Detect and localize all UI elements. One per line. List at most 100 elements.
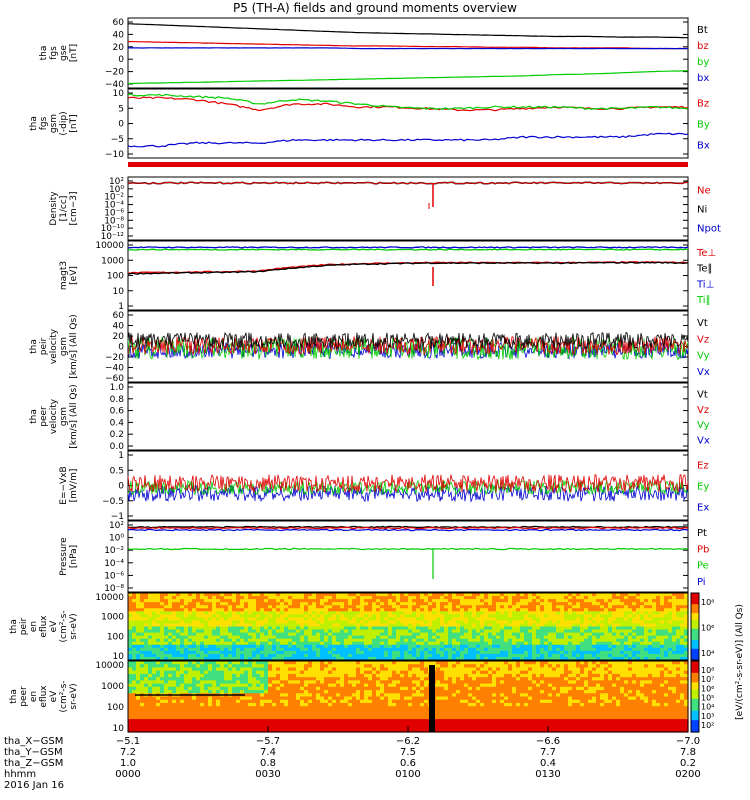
spectrogram-cell xyxy=(160,635,165,640)
spectrogram-cell xyxy=(196,608,201,612)
spectrogram-cell xyxy=(208,638,213,643)
spectrogram-cell xyxy=(236,647,241,652)
spectrogram-cell xyxy=(224,719,229,723)
spectrogram-cell xyxy=(328,722,333,727)
spectrogram-cell xyxy=(572,602,577,606)
spectrogram-cell xyxy=(156,635,161,640)
spectrogram-cell xyxy=(292,690,297,694)
spectrogram-cell xyxy=(684,629,689,634)
spectrogram-cell xyxy=(192,650,197,655)
spectrogram-cell xyxy=(520,599,525,603)
spectrogram-cell xyxy=(308,647,313,652)
spectrogram-cell xyxy=(452,656,457,661)
spectrogram-cell xyxy=(452,611,457,615)
spectrogram-cell xyxy=(212,664,217,669)
spectrogram-cell xyxy=(256,725,261,730)
spectrogram-cell xyxy=(404,620,409,625)
spectrogram-cell xyxy=(624,650,629,655)
spectrogram-cell xyxy=(364,626,369,631)
spectrogram-cell xyxy=(408,632,413,637)
spectrogram-cell xyxy=(428,611,433,615)
spectrogram-cell xyxy=(204,702,209,707)
spectrogram-cell xyxy=(556,608,561,612)
spectrogram-cell xyxy=(288,623,293,628)
spectrogram-cell xyxy=(352,638,357,643)
spectrogram-cell xyxy=(456,614,461,618)
spectrogram-cell xyxy=(364,719,369,723)
spectrogram-cell xyxy=(172,641,177,646)
spectrogram-cell xyxy=(476,638,481,643)
spectrogram-cell xyxy=(568,608,573,612)
spectrogram-cell xyxy=(384,605,389,609)
spectrogram-cell xyxy=(156,650,161,655)
spectrogram-cell xyxy=(352,670,357,675)
spectrogram-cell xyxy=(424,638,429,643)
spectrogram-cell xyxy=(308,667,313,672)
spectrogram-cell xyxy=(280,670,285,675)
spectrogram-cell xyxy=(632,641,637,646)
spectrogram-cell xyxy=(204,719,209,723)
series-line-Pi xyxy=(127,528,689,532)
spectrogram-cell xyxy=(424,611,429,615)
spectrogram-cell xyxy=(452,617,457,622)
spectrogram-cell xyxy=(132,608,137,612)
spectrogram-cell xyxy=(212,644,217,649)
spectrogram-cell xyxy=(148,647,153,652)
spectrogram-cell xyxy=(408,602,413,606)
spectrogram-cell xyxy=(276,620,281,625)
spectrogram-cell xyxy=(396,696,401,701)
spectrogram-cell xyxy=(412,673,417,678)
spectrogram-cell xyxy=(140,632,145,637)
spectrogram-cell xyxy=(224,656,229,661)
spectrogram-cell xyxy=(364,709,369,714)
spectrogram-cell xyxy=(260,596,265,600)
spectrogram-cell xyxy=(672,608,677,612)
spectrogram-cell xyxy=(396,656,401,661)
spectrogram-cell xyxy=(528,629,533,634)
spectrogram-cell xyxy=(496,608,501,612)
spectrogram-cell xyxy=(384,712,389,717)
spectrogram-cell xyxy=(404,709,409,714)
spectrogram-cell xyxy=(364,602,369,606)
spectrogram-cell xyxy=(304,673,309,678)
spectrogram-cell xyxy=(284,722,289,727)
spectrogram-cell xyxy=(408,650,413,655)
spectrogram-cell xyxy=(376,620,381,625)
spectrogram-cell xyxy=(420,608,425,612)
panel-frame xyxy=(127,88,689,159)
spectrogram-cell xyxy=(164,614,169,618)
spectrogram-cell xyxy=(412,626,417,631)
spectrogram-cell xyxy=(516,644,521,649)
spectrogram-cell xyxy=(172,638,177,643)
spectrogram-cell xyxy=(132,693,137,698)
spectrogram-cell xyxy=(540,647,545,652)
spectrogram-cell xyxy=(284,620,289,625)
spectrogram-cell xyxy=(636,593,641,597)
spectrogram-cell xyxy=(400,696,405,701)
spectrogram-cell xyxy=(152,602,157,606)
spectrogram-cell xyxy=(392,725,397,730)
spectrogram-cell xyxy=(300,693,305,698)
spectrogram-cell xyxy=(340,680,345,685)
spectrogram-cell xyxy=(324,650,329,655)
spectrogram-cell xyxy=(184,599,189,603)
spectrogram-cell xyxy=(272,602,277,606)
spectrogram-cell xyxy=(188,596,193,600)
spectrogram-cell xyxy=(272,614,277,618)
spectrogram-cell xyxy=(328,650,333,655)
spectrogram-cell xyxy=(356,667,361,672)
spectrogram-cell xyxy=(208,677,213,681)
spectrogram-cell xyxy=(600,641,605,646)
spectrogram-cell xyxy=(244,596,249,600)
spectrogram-cell xyxy=(252,664,257,669)
spectrogram-cell xyxy=(344,664,349,669)
spectrogram-cell xyxy=(636,632,641,637)
spectrogram-cell xyxy=(208,632,213,637)
spectrogram-cell xyxy=(544,608,549,612)
spectrogram-cell xyxy=(180,670,185,675)
y-tick-label: 20 xyxy=(113,43,125,53)
spectrogram-cell xyxy=(276,690,281,694)
spectrogram-cell xyxy=(376,699,381,704)
spectrogram-cell xyxy=(576,608,581,612)
spectrogram-cell xyxy=(680,656,685,661)
